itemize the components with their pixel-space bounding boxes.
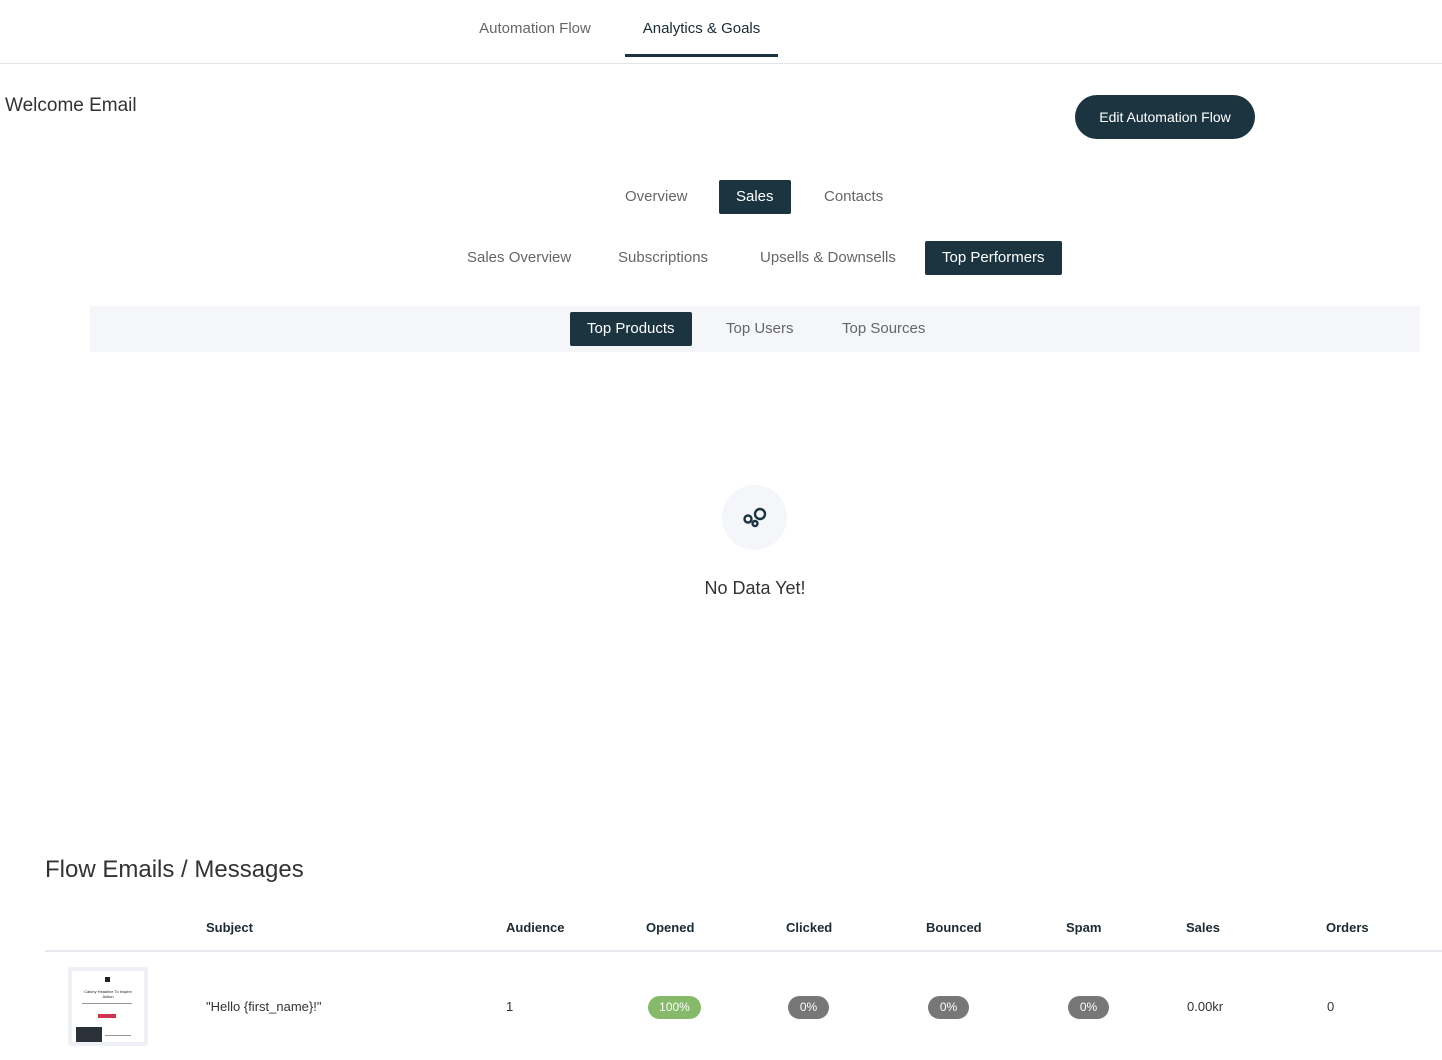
top-navigation: Automation Flow Analytics & Goals	[0, 0, 1442, 64]
row-orders: 0	[1327, 999, 1335, 1014]
col-clicked: Clicked	[786, 920, 833, 935]
table-divider	[45, 950, 1442, 952]
tab-upsells-downsells[interactable]: Upsells & Downsells	[760, 249, 896, 266]
col-opened: Opened	[646, 920, 695, 935]
performer-tabs-bar	[90, 306, 1420, 352]
page-title: Welcome Email	[5, 95, 137, 116]
bubbles-icon	[743, 507, 767, 528]
row-sales: 0.00kr	[1187, 999, 1224, 1014]
empty-state-icon-wrapper	[722, 485, 787, 550]
col-audience: Audience	[506, 920, 565, 935]
thumbnail-headline: Catchy Headline To Inspire Action	[84, 989, 132, 999]
tab-automation-flow[interactable]: Automation Flow	[479, 20, 591, 37]
tab-top-users[interactable]: Top Users	[726, 320, 794, 337]
section-title: Flow Emails / Messages	[45, 856, 304, 883]
email-thumbnail[interactable]: Catchy Headline To Inspire Action	[68, 967, 148, 1046]
col-spam: Spam	[1066, 920, 1102, 935]
tab-top-performers[interactable]: Top Performers	[925, 241, 1062, 275]
edit-automation-flow-button[interactable]: Edit Automation Flow	[1075, 95, 1255, 139]
col-subject: Subject	[206, 920, 253, 935]
tab-sales[interactable]: Sales	[719, 180, 791, 214]
row-audience: 1	[506, 999, 514, 1014]
bounced-badge: 0%	[928, 996, 969, 1019]
tab-subscriptions[interactable]: Subscriptions	[618, 249, 709, 266]
tab-overview[interactable]: Overview	[625, 188, 688, 205]
tab-top-products[interactable]: Top Products	[570, 312, 692, 346]
col-orders: Orders	[1326, 920, 1369, 935]
opened-badge: 100%	[648, 996, 701, 1019]
tab-analytics-goals[interactable]: Analytics & Goals	[625, 0, 778, 57]
col-sales: Sales	[1186, 920, 1220, 935]
tab-sales-overview[interactable]: Sales Overview	[467, 249, 572, 266]
empty-state-text: No Data Yet!	[704, 578, 806, 598]
tab-top-sources[interactable]: Top Sources	[842, 320, 926, 337]
col-bounced: Bounced	[926, 920, 982, 935]
clicked-badge: 0%	[788, 996, 829, 1019]
spam-badge: 0%	[1068, 996, 1109, 1019]
row-subject[interactable]: "Hello {first_name}!"	[206, 999, 322, 1014]
tab-contacts[interactable]: Contacts	[824, 188, 884, 205]
